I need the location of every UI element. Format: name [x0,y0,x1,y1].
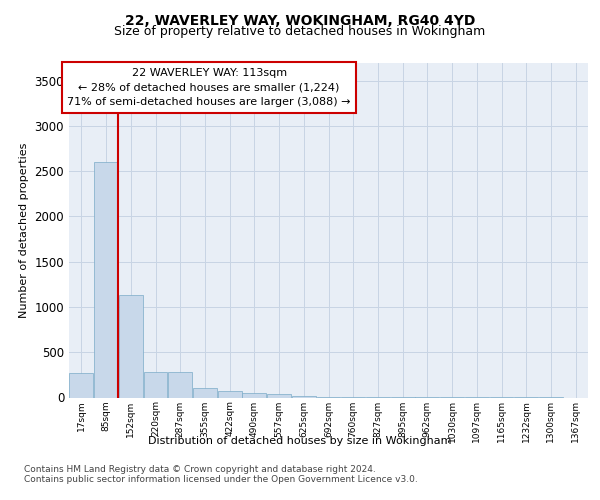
Text: Size of property relative to detached houses in Wokingham: Size of property relative to detached ho… [115,25,485,38]
Text: Contains HM Land Registry data © Crown copyright and database right 2024.: Contains HM Land Registry data © Crown c… [24,466,376,474]
Bar [119,295,143,398]
Bar [70,373,94,398]
Y-axis label: Number of detached properties: Number of detached properties [19,142,29,318]
Bar [168,372,192,398]
Text: Distribution of detached houses by size in Wokingham: Distribution of detached houses by size … [148,436,452,446]
Bar [193,388,217,398]
Text: 22, WAVERLEY WAY, WOKINGHAM, RG40 4YD: 22, WAVERLEY WAY, WOKINGHAM, RG40 4YD [125,14,475,28]
Text: 22 WAVERLEY WAY: 113sqm
← 28% of detached houses are smaller (1,224)
71% of semi: 22 WAVERLEY WAY: 113sqm ← 28% of detache… [67,68,351,107]
Bar [292,396,316,398]
Bar [267,394,291,398]
Bar [218,391,242,398]
Text: Contains public sector information licensed under the Open Government Licence v3: Contains public sector information licen… [24,476,418,484]
Bar [94,162,118,398]
Bar [317,396,340,398]
Bar [143,372,167,398]
Bar [242,393,266,398]
